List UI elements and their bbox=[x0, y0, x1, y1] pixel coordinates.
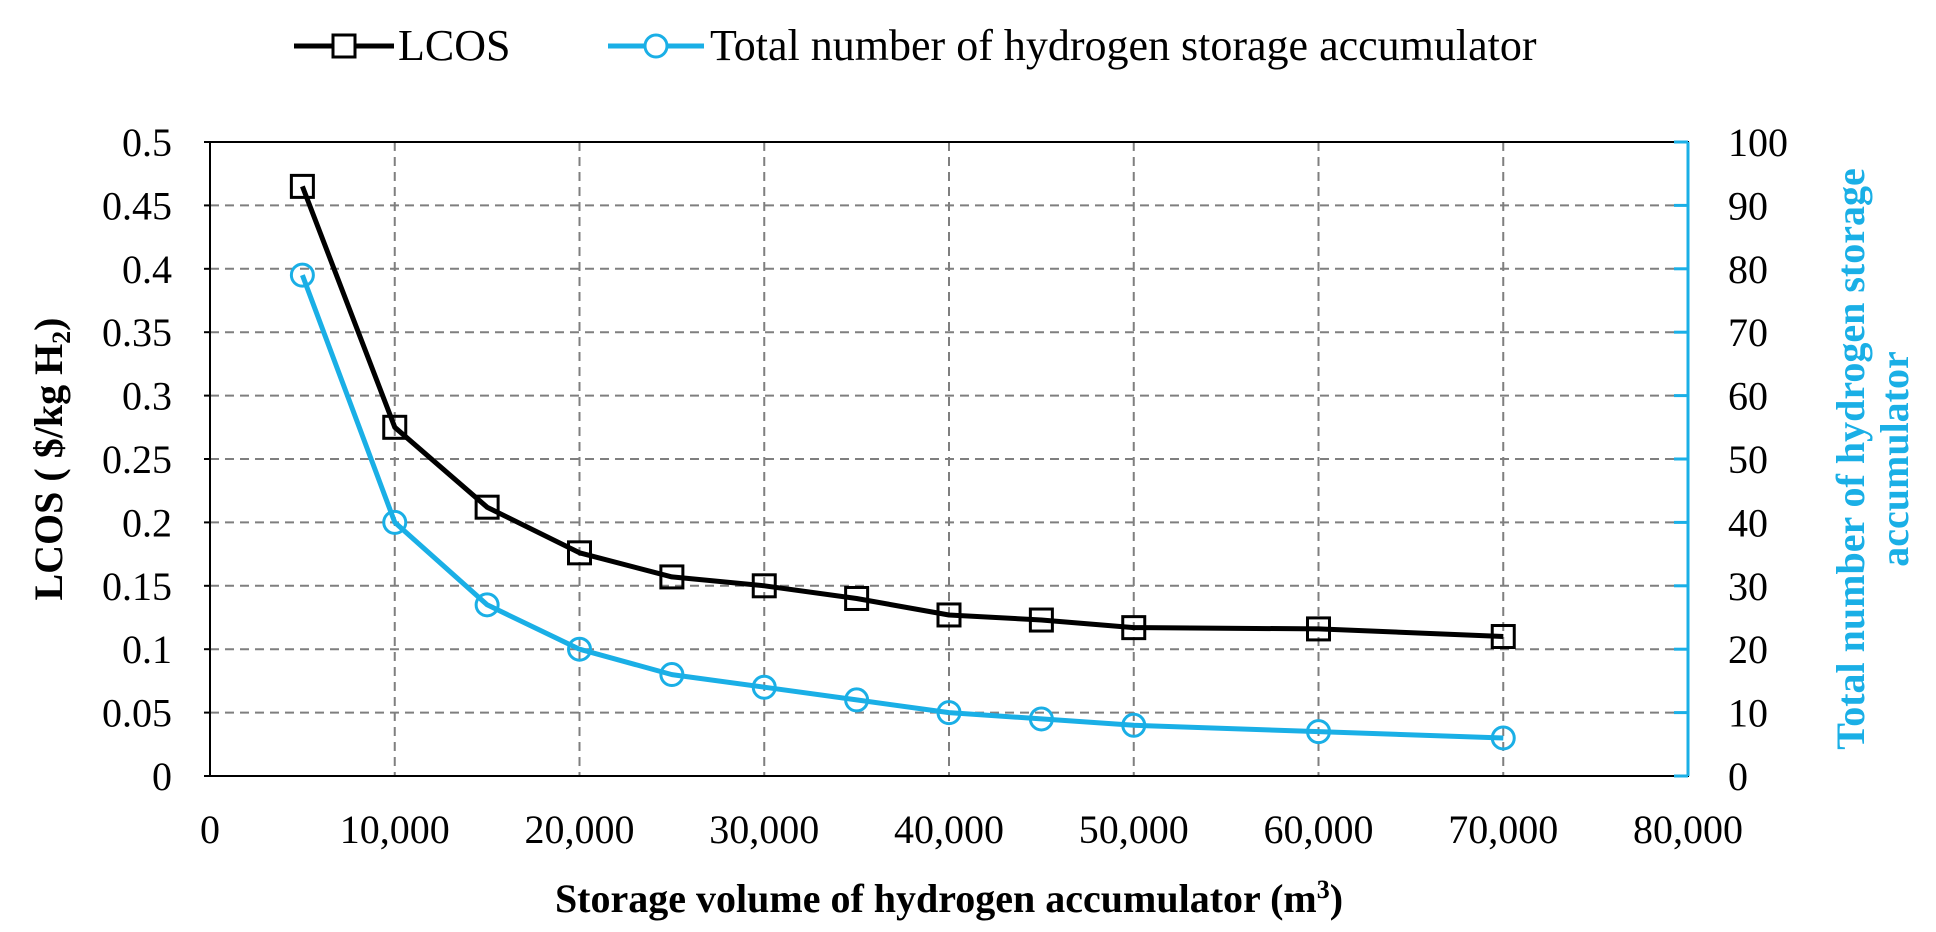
left-y-tick-label: 0.15 bbox=[102, 564, 172, 609]
right-y-tick-label: 30 bbox=[1728, 564, 1768, 609]
series-accumulator-count-point bbox=[289, 262, 315, 288]
x-tick-label: 50,000 bbox=[1079, 807, 1189, 852]
x-tick-label: 0 bbox=[200, 807, 220, 852]
x-tick-label: 10,000 bbox=[340, 807, 450, 852]
series-accumulator-count-point bbox=[936, 700, 962, 726]
right-y-tick-label: 70 bbox=[1728, 310, 1768, 355]
left-y-axis-title-subscript: 2 bbox=[47, 331, 76, 344]
series-lcos-point bbox=[659, 564, 685, 590]
series-accumulator-count-point bbox=[1490, 725, 1516, 751]
right-y-axis-title-line2: accumulator bbox=[1872, 351, 1917, 567]
x-tick-label: 80,000 bbox=[1633, 807, 1743, 852]
right-y-tick-label: 60 bbox=[1728, 374, 1768, 419]
series-accumulator-count-point bbox=[474, 592, 500, 618]
x-axis-title: Storage volume of hydrogen accumulator (… bbox=[555, 875, 1343, 921]
series-lcos-point bbox=[844, 585, 870, 611]
x-tick-label: 40,000 bbox=[894, 807, 1004, 852]
series-accumulator-count-point bbox=[844, 687, 870, 713]
legend-entry-accumulator-count[interactable]: Total number of hydrogen storage accumul… bbox=[608, 21, 1537, 70]
x-tick-label: 20,000 bbox=[525, 807, 635, 852]
series-accumulator-count-point bbox=[1121, 712, 1147, 738]
x-tick-label: 70,000 bbox=[1448, 807, 1558, 852]
series-lcos-point bbox=[751, 573, 777, 599]
right-y-tick-label: 0 bbox=[1728, 754, 1748, 799]
series-lcos-point bbox=[289, 173, 315, 199]
legend-accumulator-marker bbox=[643, 33, 669, 59]
left-y-axis-title-close: ) bbox=[26, 317, 71, 330]
series-lcos-point bbox=[474, 494, 500, 520]
legend-entry-lcos[interactable]: LCOS bbox=[294, 21, 510, 70]
left-y-axis-title: LCOS ( $/kg H2) bbox=[26, 317, 76, 600]
x-tick-label: 30,000 bbox=[709, 807, 819, 852]
left-y-tick-label: 0.4 bbox=[122, 247, 172, 292]
series-lcos-point bbox=[1028, 607, 1054, 633]
legend-accumulator-label: Total number of hydrogen storage accumul… bbox=[710, 21, 1537, 70]
series-accumulator-count-point bbox=[1028, 706, 1054, 732]
right-y-tick-label: 80 bbox=[1728, 247, 1768, 292]
left-y-tick-label: 0.2 bbox=[122, 500, 172, 545]
series-lcos-point bbox=[1490, 624, 1516, 650]
right-y-axis-title-line1: Total number of hydrogen storage bbox=[1828, 168, 1873, 750]
left-y-tick-label: 0.1 bbox=[122, 627, 172, 672]
x-axis-title-text: Storage volume of hydrogen accumulator (… bbox=[555, 876, 1317, 921]
left-y-tick-label: 0 bbox=[152, 754, 172, 799]
right-y-tick-label: 90 bbox=[1728, 183, 1768, 228]
series-lcos-point bbox=[1121, 615, 1147, 641]
tick-labels: 0 10,000 20,000 30,000 40,000 50,000 60,000 70,… bbox=[102, 120, 1788, 852]
legend-lcos-marker bbox=[331, 33, 357, 59]
series-lcos-point bbox=[567, 540, 592, 566]
axis-ticks bbox=[204, 140, 1688, 778]
left-y-axis-title-text: LCOS ( $/kg H bbox=[26, 344, 71, 601]
x-axis-title-close: ) bbox=[1330, 876, 1343, 921]
grid-lines bbox=[210, 142, 1688, 776]
left-y-tick-label: 0.25 bbox=[102, 437, 172, 482]
left-y-tick-label: 0.05 bbox=[102, 691, 172, 736]
series-lcos-line bbox=[300, 185, 1504, 639]
series-accumulator-count-point bbox=[659, 662, 685, 688]
x-axis-title-superscript: 3 bbox=[1317, 875, 1330, 904]
series-layer bbox=[289, 173, 1516, 751]
series-accumulator-count-point bbox=[751, 674, 777, 700]
left-y-tick-label: 0.45 bbox=[102, 183, 172, 228]
right-y-tick-label: 40 bbox=[1728, 500, 1768, 545]
legend-lcos-label: LCOS bbox=[398, 21, 510, 70]
series-accumulator-count-line bbox=[300, 274, 1504, 741]
series-accumulator-count-point bbox=[382, 509, 408, 535]
x-tick-label: 60,000 bbox=[1264, 807, 1374, 852]
series-lcos-point bbox=[936, 602, 962, 628]
series-accumulator-count-point bbox=[1306, 719, 1331, 745]
left-y-tick-label: 0.3 bbox=[122, 374, 172, 419]
series-lcos-point bbox=[382, 414, 408, 440]
legend: LCOS Total number of hydrogen storage ac… bbox=[294, 21, 1537, 70]
left-y-tick-label: 0.35 bbox=[102, 310, 172, 355]
left-y-tick-label: 0.5 bbox=[122, 120, 172, 165]
right-y-tick-label: 100 bbox=[1728, 120, 1788, 165]
series-accumulator-count-point bbox=[567, 636, 592, 662]
series-lcos-point bbox=[1306, 616, 1331, 642]
right-y-tick-label: 20 bbox=[1728, 627, 1768, 672]
right-y-tick-label: 10 bbox=[1728, 691, 1768, 736]
right-y-tick-label: 50 bbox=[1728, 437, 1768, 482]
